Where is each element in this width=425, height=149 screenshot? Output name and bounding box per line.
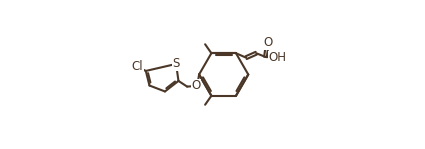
Text: O: O <box>263 36 272 49</box>
Text: S: S <box>173 58 180 70</box>
Text: O: O <box>191 79 201 92</box>
Text: Cl: Cl <box>131 60 143 73</box>
Text: OH: OH <box>269 51 286 64</box>
